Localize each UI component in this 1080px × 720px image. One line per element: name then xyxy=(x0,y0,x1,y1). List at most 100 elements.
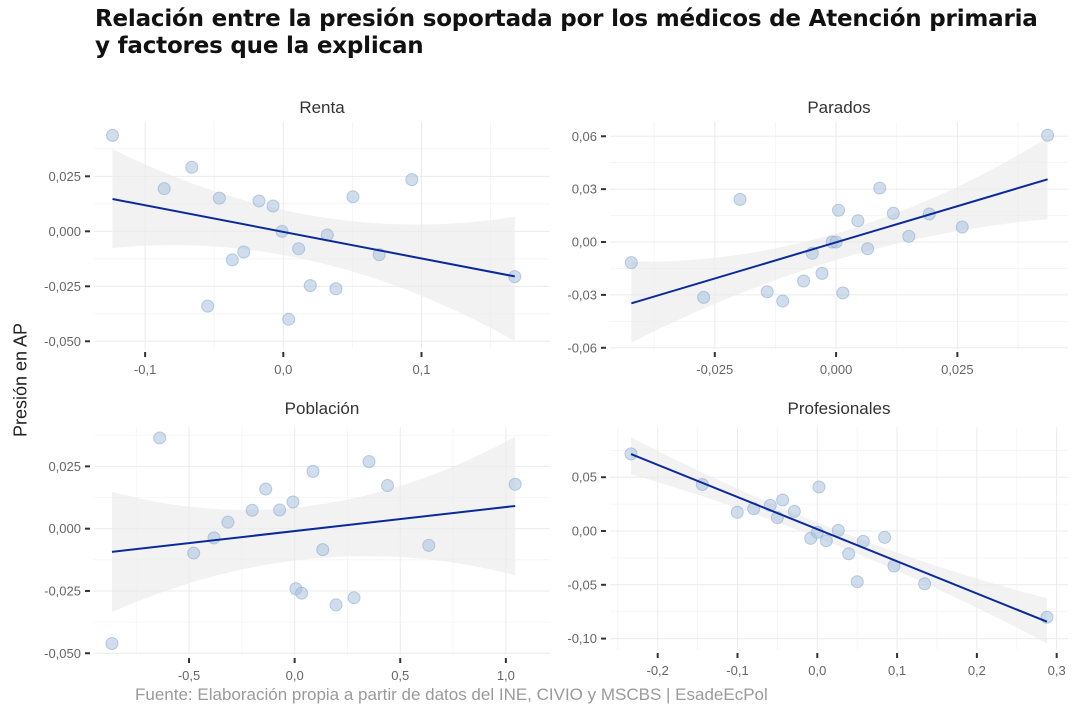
data-point xyxy=(776,493,790,507)
data-point xyxy=(831,523,845,537)
data-point xyxy=(266,199,280,213)
y-tick-label: -0,06 xyxy=(567,340,597,355)
data-point xyxy=(733,192,747,206)
x-tick-label: 0,3 xyxy=(1048,663,1066,678)
data-point xyxy=(842,547,856,561)
y-tick-label: -0,025 xyxy=(44,583,81,598)
data-point xyxy=(873,181,887,195)
y-tick-label: 0,00 xyxy=(572,524,597,539)
data-point xyxy=(105,637,119,651)
data-point xyxy=(730,505,744,519)
data-point xyxy=(346,190,360,204)
confidence-band xyxy=(112,436,516,613)
data-point xyxy=(286,495,300,509)
data-point xyxy=(225,253,239,267)
data-point xyxy=(316,543,330,557)
data-point xyxy=(207,531,221,545)
data-point xyxy=(776,294,790,308)
y-tick-label: -0,025 xyxy=(44,279,81,294)
y-tick-label: 0,000 xyxy=(48,521,81,536)
y-tick-label: 0,000 xyxy=(48,224,81,239)
regression-line xyxy=(111,504,516,553)
data-point xyxy=(306,464,320,478)
x-tick-label: -0,2 xyxy=(647,663,669,678)
data-point xyxy=(212,191,226,205)
data-point xyxy=(259,482,273,496)
x-tick-label: 0,1 xyxy=(888,663,906,678)
x-tick-label: 0,0 xyxy=(808,663,826,678)
facet-panel-parados: -0,025 0,000 0,025 -0,06 -0,03 0,00 0,03 0,06 Pa… xyxy=(567,98,1068,377)
regression-line xyxy=(631,178,1048,305)
data-point xyxy=(303,279,317,293)
x-tick-label: -0,5 xyxy=(178,668,200,683)
y-tick-label: -0,050 xyxy=(44,646,81,661)
facet-panel-profesionales: -0,2 -0,1 0,0 0,1 0,2 0,3 -0,10 -0,05 0,00 0,05 Pr… xyxy=(567,399,1068,678)
data-point xyxy=(329,282,343,296)
data-point xyxy=(157,182,171,196)
y-tick-label: 0,06 xyxy=(572,129,597,144)
data-point xyxy=(245,503,259,517)
data-point xyxy=(347,591,361,605)
y-tick-label: 0,025 xyxy=(48,169,81,184)
x-tick-label: -0,1 xyxy=(134,362,156,377)
data-point xyxy=(836,286,850,300)
y-tick-label: 0,03 xyxy=(572,182,597,197)
data-point xyxy=(797,274,811,288)
facet-title: Profesionales xyxy=(787,399,890,418)
regression-line xyxy=(630,453,1048,623)
x-tick-label: 0,0 xyxy=(274,362,292,377)
x-tick-label: 0,0 xyxy=(286,668,304,683)
facet-panel-renta: -0,1 0,0 0,1 -0,050 -0,025 0,000 0,025 Renta xyxy=(44,98,550,377)
data-point xyxy=(405,173,419,187)
data-point xyxy=(760,285,774,299)
data-point xyxy=(362,455,376,469)
data-point xyxy=(282,312,296,326)
data-point xyxy=(955,220,969,234)
data-point xyxy=(832,203,846,217)
data-point xyxy=(861,242,875,256)
data-point xyxy=(185,160,199,174)
y-tick-label: -0,050 xyxy=(44,334,81,349)
y-tick-label: -0,10 xyxy=(567,631,597,646)
chart-title: Relación entre la presión soportada por … xyxy=(95,6,1080,60)
data-point xyxy=(273,503,287,517)
facet-title: Población xyxy=(285,399,360,418)
data-point xyxy=(508,477,522,491)
data-point xyxy=(292,242,306,256)
data-point xyxy=(153,431,167,445)
x-tick-label: 0,2 xyxy=(968,663,986,678)
data-point xyxy=(850,575,864,589)
data-point xyxy=(787,504,801,518)
data-point xyxy=(221,515,235,529)
data-point xyxy=(624,447,638,461)
data-point xyxy=(187,546,201,560)
x-tick-label: -0,1 xyxy=(726,663,748,678)
data-point xyxy=(902,229,916,243)
y-tick-label: -0,05 xyxy=(567,577,597,592)
data-point xyxy=(252,194,266,208)
facet-panel-poblacion: -0,5 0,0 0,5 1,0 -0,050 -0,025 0,000 0,025 Pobla… xyxy=(44,399,550,683)
data-point xyxy=(295,586,309,600)
data-point xyxy=(812,480,826,494)
facet-title: Renta xyxy=(299,98,345,117)
x-tick-label: 0,1 xyxy=(412,362,430,377)
data-point xyxy=(422,538,436,552)
data-point xyxy=(819,534,833,548)
data-point xyxy=(508,270,522,284)
data-point xyxy=(697,290,711,304)
facet-title: Parados xyxy=(807,98,870,117)
x-tick-label: 0,025 xyxy=(941,362,974,377)
y-tick-label: 0,05 xyxy=(572,470,597,485)
data-point xyxy=(329,598,343,612)
data-point xyxy=(624,256,638,270)
data-point xyxy=(815,266,829,280)
y-tick-label: 0,00 xyxy=(572,235,597,250)
data-point xyxy=(918,577,932,591)
data-point xyxy=(886,206,900,220)
data-point xyxy=(851,214,865,228)
data-point xyxy=(106,128,120,142)
data-point xyxy=(381,479,395,493)
x-tick-label: -0,025 xyxy=(696,362,733,377)
data-point xyxy=(878,530,892,544)
